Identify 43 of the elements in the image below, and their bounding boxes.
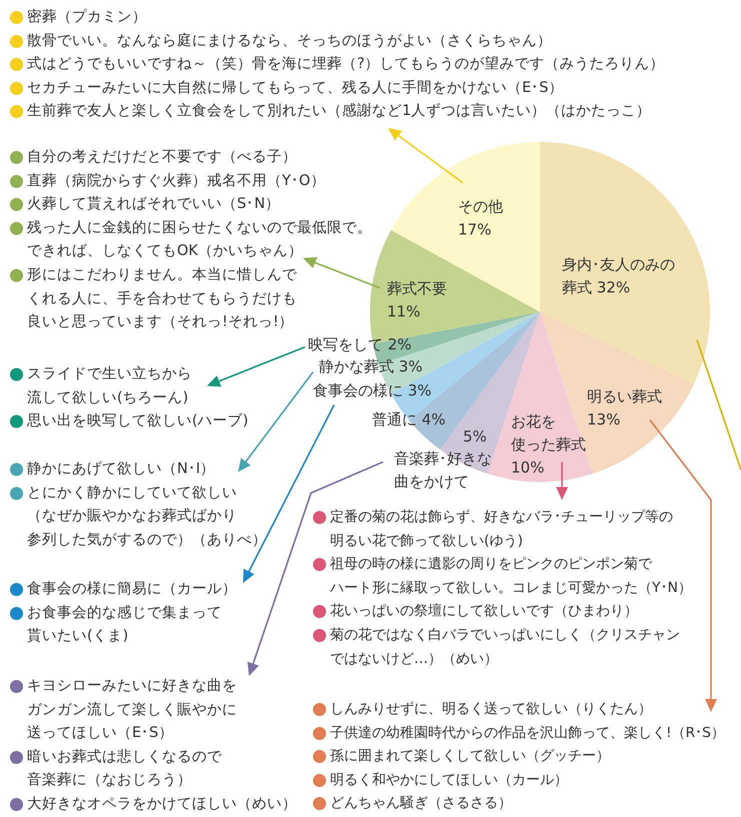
text: 形にはこだわりません。本当に惜しんでくれる人に、手を合わせてもらうだけも良いと思っています（それっ!それっ!） bbox=[27, 266, 297, 330]
data-label: 10% bbox=[511, 458, 544, 476]
data-label: 13% bbox=[587, 410, 620, 428]
slice-label: 食事会の様に 3% bbox=[313, 381, 432, 400]
text: 食事会の様に簡易に（カール） bbox=[27, 581, 237, 597]
slice-label: その他 bbox=[458, 197, 503, 216]
text: 密葬（プカミン） bbox=[27, 9, 147, 25]
slice-label: 葬式不要 bbox=[387, 279, 447, 298]
data-label: 17% bbox=[458, 220, 492, 238]
text: 孫に囲まれて楽しくして欲しい（グッチー） bbox=[330, 748, 610, 764]
text: お食事会的な感じで集まって貰いたい(くま) bbox=[27, 604, 222, 644]
slice-label: 明るい葬式 bbox=[587, 387, 662, 406]
slice-label: お花を使った葬式 bbox=[511, 412, 586, 454]
slice-label: 音楽葬･好きな曲をかけて bbox=[394, 449, 492, 490]
text: 自分の考えだけだと不要です（べる子） bbox=[27, 149, 297, 165]
text: しんみりせずに、明るく送って欲しい（りくたん） bbox=[330, 701, 652, 717]
text: どんちゃん騒ぎ（さるさる） bbox=[330, 795, 512, 812]
data-label: 5% bbox=[463, 427, 487, 446]
text: 火葬して貰えればそれでいい（S･N） bbox=[27, 196, 280, 212]
text: 散骨でいい。なんなら庭にまけるなら、そっちのほうがよい（さくらちゃん） bbox=[27, 32, 552, 49]
text: 暗いお葬式は悲しくなるので音楽葬に（なおじろう） bbox=[27, 748, 222, 788]
text: キヨシローみたいに好きな曲をガンガン流して楽しく賑やかに送ってほしい（E･S） bbox=[27, 678, 237, 742]
text: 菊の花ではなく白バラでいっぱいにしく（クリスチャンではないけど…）（めい） bbox=[330, 626, 680, 667]
text: 静かにあげて欲しい（N･I） bbox=[27, 461, 216, 477]
text: セカチューみたいに大自然に帰してもらって、残る人に手間をかけない（E･S） bbox=[27, 80, 564, 96]
slice-label: 映写をして 2% bbox=[308, 335, 412, 354]
text: とにかく静かにしていて欲しい（なぜか賑やかなお葬式ばかり参列した気がするので）（ありべ） bbox=[27, 484, 267, 548]
slice-label: 普通に 4% bbox=[372, 410, 446, 428]
text: 定番の菊の花は飾らず、好きなバラ･チューリップ等の明るい花で飾って欲しい(ゆう) bbox=[330, 509, 673, 549]
data-label: 11% bbox=[387, 302, 420, 320]
text: 祖母の時の様に遺影の周りをピンクのピンポン菊でハート形に縁取って欲しい。コレまじ可愛かった（Y･N） bbox=[330, 556, 692, 596]
text: 花いっぱいの祭壇にして欲しいです（ひまわり） bbox=[330, 603, 638, 620]
slice-label: 静かな葬式 3% bbox=[319, 357, 423, 376]
text: 生前葬で友人と楽しく立食会をして別れたい（感謝など1人ずつは言いたい）（はかたっこ） bbox=[27, 103, 652, 120]
slice-label: 身内･友人のみの葬式 32% bbox=[562, 255, 675, 296]
text: 明るく和やかにしてほしい（カール） bbox=[330, 772, 568, 788]
text: 大好きなオペラをかけてほしい（めい） bbox=[27, 796, 297, 812]
text: スライドで生い立ちから流して欲しい(ちろーん) bbox=[27, 366, 192, 406]
text: 思い出を映写して欲しい(ハーブ) bbox=[27, 413, 248, 430]
text: 子供達の幼稚園時代からの作品を沢山飾って、楽しく!（R･S） bbox=[330, 724, 725, 741]
text: 式はどうでもいいですね～（笑）骨を海に埋葬（?）してもらうのが望みです（みうたろりん） bbox=[27, 56, 665, 72]
text: 直葬（病院からすぐ火葬）戒名不用（Y･O） bbox=[27, 172, 326, 189]
text: 残った人に金銭的に困らせたくないので最低限で。できれば、しなくてもOK（かいちゃん） bbox=[27, 220, 372, 260]
